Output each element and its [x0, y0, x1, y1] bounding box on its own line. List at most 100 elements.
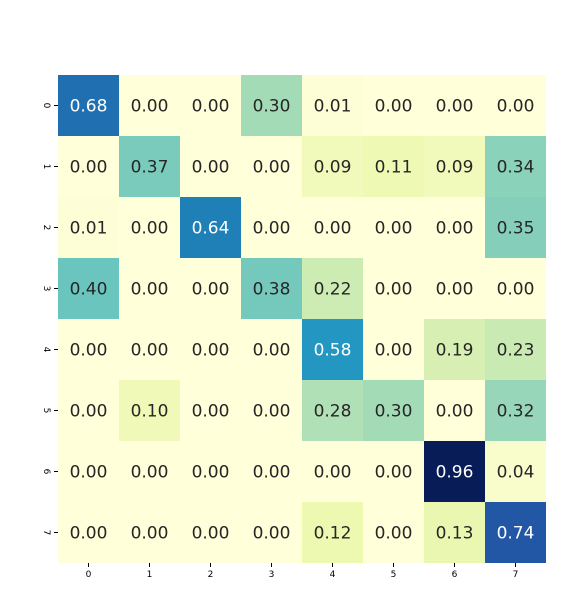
heatmap-cell — [485, 441, 546, 502]
cell-value-label: 0.00 — [192, 463, 230, 483]
x-tick-label: 4 — [330, 570, 336, 580]
heatmap-cell — [241, 75, 302, 136]
y-tick-label: 4 — [41, 347, 51, 353]
heatmap-cell — [180, 136, 241, 197]
cell-value-label: 0.00 — [253, 341, 291, 361]
cell-value-label: 0.34 — [497, 158, 535, 178]
cell-value-label: 0.09 — [314, 158, 352, 178]
heatmap-cell — [180, 319, 241, 380]
heatmap-cell — [485, 380, 546, 441]
heatmap-cell — [424, 75, 485, 136]
heatmap-cell — [485, 258, 546, 319]
heatmap-cell — [119, 197, 180, 258]
heatmap-cell — [241, 258, 302, 319]
cell-value-label: 0.22 — [314, 280, 352, 300]
heatmap-cell — [119, 502, 180, 563]
heatmap-cell — [119, 380, 180, 441]
cell-value-label: 0.00 — [375, 219, 413, 239]
heatmap-cell — [119, 319, 180, 380]
heatmap-cell — [424, 380, 485, 441]
heatmap-cell — [424, 319, 485, 380]
cell-value-label: 0.04 — [497, 463, 535, 483]
cell-value-label: 0.40 — [70, 280, 108, 300]
heatmap-cell — [241, 319, 302, 380]
cell-value-label: 0.00 — [436, 402, 474, 422]
cell-value-label: 0.00 — [70, 463, 108, 483]
cell-value-label: 0.28 — [314, 402, 352, 422]
cell-value-label: 0.00 — [253, 463, 291, 483]
cell-value-label: 0.00 — [192, 402, 230, 422]
cell-value-label: 0.00 — [375, 463, 413, 483]
heatmap-cell — [485, 319, 546, 380]
heatmap-cell — [241, 136, 302, 197]
cell-value-label: 0.00 — [192, 97, 230, 117]
cell-value-label: 0.00 — [253, 402, 291, 422]
heatmap-cell — [58, 136, 119, 197]
x-tick-label: 6 — [452, 570, 458, 580]
y-tick-label: 7 — [41, 530, 51, 536]
cell-value-label: 0.00 — [192, 341, 230, 361]
x-tick-label: 3 — [269, 570, 275, 580]
heatmap-cell — [485, 502, 546, 563]
cell-value-label: 0.00 — [497, 97, 535, 117]
heatmap-cell — [119, 136, 180, 197]
heatmap-cell — [302, 319, 363, 380]
heatmap-cell — [58, 319, 119, 380]
y-tick-label: 2 — [41, 225, 51, 231]
cell-value-label: 0.00 — [375, 341, 413, 361]
cell-value-label: 0.00 — [70, 158, 108, 178]
cell-value-label: 0.00 — [253, 158, 291, 178]
cell-value-label: 0.12 — [314, 524, 352, 544]
heatmap-cell — [180, 380, 241, 441]
heatmap-cell — [58, 502, 119, 563]
y-tick-label: 0 — [41, 103, 51, 109]
heatmap-cell — [363, 75, 424, 136]
cell-value-label: 0.00 — [375, 280, 413, 300]
cell-value-label: 0.00 — [131, 97, 169, 117]
y-tick-label: 5 — [41, 408, 51, 414]
heatmap-cell — [363, 136, 424, 197]
heatmap-cell — [302, 380, 363, 441]
heatmap-cell — [424, 136, 485, 197]
heatmap-cell — [363, 258, 424, 319]
cell-value-label: 0.00 — [314, 219, 352, 239]
heatmap-cell — [363, 319, 424, 380]
cell-value-label: 0.30 — [375, 402, 413, 422]
cell-value-label: 0.00 — [436, 280, 474, 300]
x-tick-label: 2 — [208, 570, 214, 580]
cell-value-label: 0.00 — [436, 97, 474, 117]
heatmap-cell — [119, 75, 180, 136]
heatmap-cell — [302, 197, 363, 258]
heatmap-cell — [119, 441, 180, 502]
cell-value-label: 0.00 — [253, 524, 291, 544]
cell-value-label: 0.01 — [70, 219, 108, 239]
cell-value-label: 0.10 — [131, 402, 169, 422]
cell-value-label: 0.37 — [131, 158, 169, 178]
heatmap-cell — [119, 258, 180, 319]
heatmap-cell — [241, 197, 302, 258]
heatmap-cell — [241, 380, 302, 441]
cell-value-label: 0.00 — [70, 524, 108, 544]
heatmap-cell — [424, 441, 485, 502]
cell-value-label: 0.11 — [375, 158, 413, 178]
heatmap-cell — [302, 136, 363, 197]
heatmap-cell — [363, 502, 424, 563]
cell-value-label: 0.38 — [253, 280, 291, 300]
cell-value-label: 0.64 — [192, 219, 230, 239]
heatmap-cell — [424, 197, 485, 258]
heatmap-cell — [58, 441, 119, 502]
cell-value-label: 0.30 — [253, 97, 291, 117]
heatmap-cell — [58, 197, 119, 258]
heatmap-cell — [180, 441, 241, 502]
cell-value-label: 0.01 — [314, 97, 352, 117]
heatmap-cell — [363, 441, 424, 502]
cell-value-label: 0.74 — [497, 524, 535, 544]
heatmap-cell — [363, 197, 424, 258]
cell-value-label: 0.00 — [375, 524, 413, 544]
cell-value-label: 0.00 — [192, 158, 230, 178]
cell-value-label: 0.00 — [131, 280, 169, 300]
x-tick-label: 7 — [513, 570, 519, 580]
heatmap-cell — [302, 441, 363, 502]
y-tick-label: 1 — [41, 164, 51, 170]
